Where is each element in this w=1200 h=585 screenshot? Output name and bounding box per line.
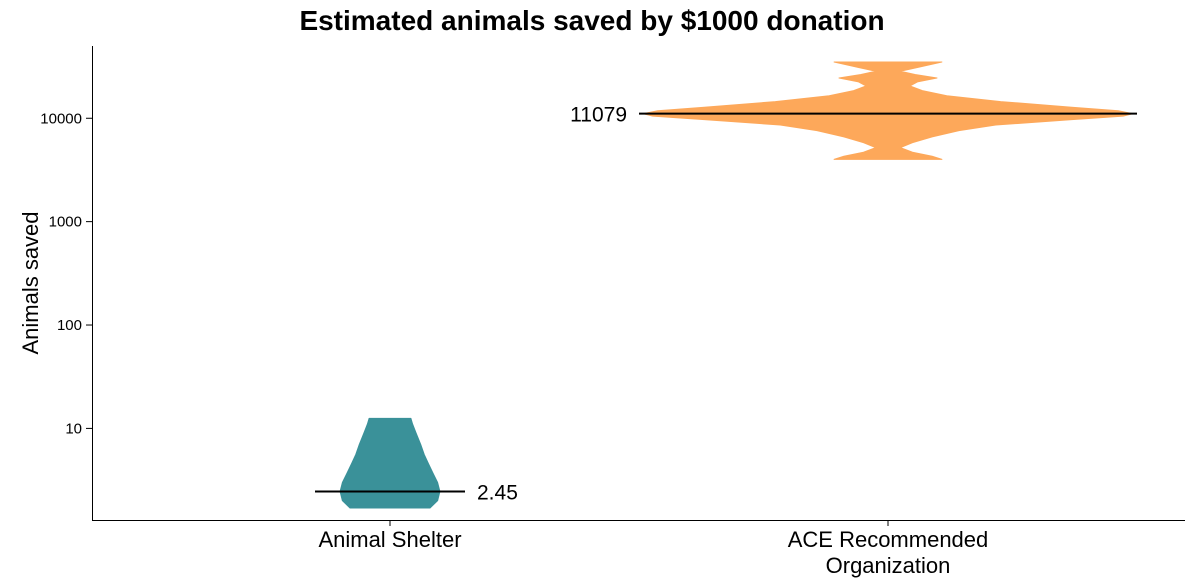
y-tick-label: 10000 <box>40 110 82 127</box>
violin-shape <box>339 417 441 509</box>
y-tick-label: 100 <box>57 317 82 334</box>
violin-shape <box>642 61 1134 160</box>
y-axis-label: Animals saved <box>18 211 43 354</box>
y-tick-label: 1000 <box>49 214 82 231</box>
x-ticks-layer: Animal Shelter ACE Recommended Organizatio… <box>318 520 988 578</box>
x-tick-label: Animal Shelter <box>318 527 461 552</box>
y-ticks-layer: 10 100 1000 10000 <box>40 110 92 437</box>
violins-layer: 2.45 11079 <box>315 61 1137 509</box>
median-value-label: 2.45 <box>477 482 518 505</box>
median-value-label: 11079 <box>570 104 627 127</box>
x-tick-label: ACE Recommended Organization <box>788 527 989 578</box>
chart-title: Estimated animals saved by $1000 donatio… <box>299 5 884 36</box>
y-tick-label: 10 <box>65 420 82 437</box>
